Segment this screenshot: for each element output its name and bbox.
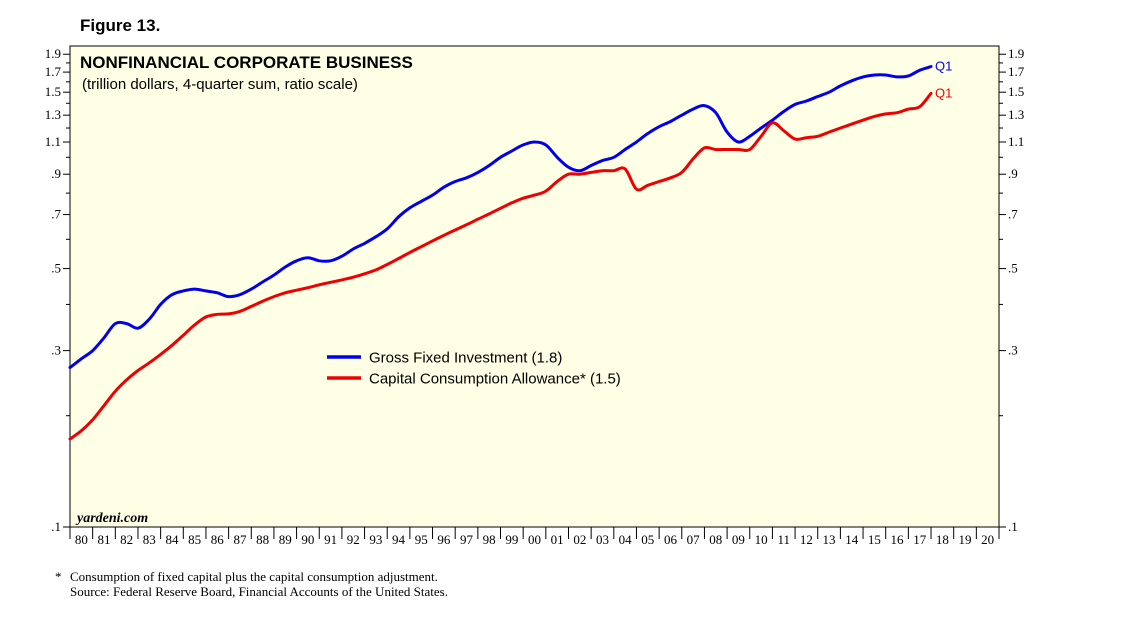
x-tick-label: 06 bbox=[664, 532, 678, 547]
x-tick-label: 83 bbox=[143, 532, 156, 547]
y-tick-label-right: 1.3 bbox=[1008, 107, 1024, 122]
x-tick-label: 20 bbox=[981, 532, 994, 547]
x-tick-label: 03 bbox=[596, 532, 609, 547]
x-tick-label: 95 bbox=[415, 532, 428, 547]
x-tick-label: 10 bbox=[755, 532, 768, 547]
x-tick-label: 90 bbox=[301, 532, 314, 547]
y-tick-label-left: .9 bbox=[51, 166, 61, 181]
x-tick-label: 16 bbox=[891, 532, 905, 547]
y-tick-label-left: .3 bbox=[51, 343, 61, 358]
y-tick-label-left: 1.1 bbox=[45, 134, 61, 149]
y-tick-label-right: .7 bbox=[1008, 207, 1018, 222]
figure-label: Figure 13. bbox=[80, 16, 161, 35]
x-tick-label: 88 bbox=[256, 532, 269, 547]
chart-title: NONFINANCIAL CORPORATE BUSINESS bbox=[80, 53, 413, 72]
x-tick-label: 07 bbox=[687, 532, 701, 547]
legend-label-capital-consumption-allowance: Capital Consumption Allowance* (1.5) bbox=[369, 371, 621, 388]
x-tick-label: 80 bbox=[75, 532, 88, 547]
x-tick-label: 13 bbox=[823, 532, 836, 547]
y-tick-label-left: 1.5 bbox=[45, 84, 61, 99]
x-tick-label: 00 bbox=[528, 532, 541, 547]
x-tick-label: 96 bbox=[437, 532, 451, 547]
y-tick-label-left: 1.9 bbox=[45, 46, 61, 61]
x-tick-label: 14 bbox=[845, 532, 859, 547]
series-end-label: Q1 bbox=[935, 59, 952, 74]
y-tick-label-right: .1 bbox=[1008, 519, 1018, 534]
x-tick-label: 81 bbox=[97, 532, 110, 547]
x-tick-label: 09 bbox=[732, 532, 745, 547]
x-tick-label: 01 bbox=[551, 532, 564, 547]
y-tick-label-left: .7 bbox=[51, 207, 61, 222]
x-tick-label: 18 bbox=[936, 532, 949, 547]
x-tick-label: 93 bbox=[369, 532, 382, 547]
x-tick-label: 82 bbox=[120, 532, 133, 547]
chart-subtitle: (trillion dollars, 4-quarter sum, ratio … bbox=[82, 76, 358, 93]
x-tick-label: 04 bbox=[619, 532, 633, 547]
footnote-line-1: Consumption of fixed capital plus the ca… bbox=[70, 569, 438, 584]
x-tick-label: 15 bbox=[868, 532, 881, 547]
x-tick-label: 85 bbox=[188, 532, 201, 547]
y-tick-label-right: .5 bbox=[1008, 261, 1018, 276]
legend-label-gross-fixed-investment: Gross Fixed Investment (1.8) bbox=[369, 350, 562, 367]
x-tick-label: 11 bbox=[777, 532, 790, 547]
footnote-marker: * bbox=[55, 569, 62, 584]
x-tick-label: 87 bbox=[233, 532, 247, 547]
watermark: yardeni.com bbox=[75, 511, 148, 526]
series-gross-fixed-investment bbox=[68, 65, 933, 369]
x-tick-label: 19 bbox=[959, 532, 972, 547]
x-tick-label: 84 bbox=[165, 532, 179, 547]
legend: Gross Fixed Investment (1.8) Capital Con… bbox=[327, 350, 621, 388]
footnote: * Consumption of fixed capital plus the c… bbox=[55, 569, 448, 599]
source-note: Source: Federal Reserve Board, Financial… bbox=[70, 584, 448, 599]
plot-area bbox=[69, 45, 1000, 528]
x-tick-label: 99 bbox=[505, 532, 518, 547]
x-tick-label: 97 bbox=[460, 532, 474, 547]
x-tick-label: 94 bbox=[392, 532, 406, 547]
x-tick-label: 12 bbox=[800, 532, 813, 547]
y-tick-label-left: 1.7 bbox=[45, 64, 62, 79]
y-tick-label-left: .5 bbox=[51, 261, 61, 276]
y-tick-label-right: 1.5 bbox=[1008, 84, 1024, 99]
axis-ticks: .1 .1 .3 .3 .5 .5 .7 .7 .9 .9 1.1 1.1 1.3 1.3 1.5 1.5 1.… bbox=[45, 46, 1025, 547]
y-tick-label-left: .1 bbox=[51, 519, 61, 534]
x-tick-label: 08 bbox=[709, 532, 722, 547]
series-layer: Q1 Q1 bbox=[68, 59, 952, 441]
x-tick-label: 92 bbox=[347, 532, 360, 547]
y-tick-label-right: 1.1 bbox=[1008, 134, 1024, 149]
series-end-label: Q1 bbox=[935, 85, 952, 100]
y-tick-label-right: 1.9 bbox=[1008, 46, 1024, 61]
y-tick-label-right: .9 bbox=[1008, 166, 1018, 181]
x-tick-label: 89 bbox=[279, 532, 292, 547]
x-tick-label: 02 bbox=[573, 532, 586, 547]
y-tick-label-left: 1.3 bbox=[45, 107, 61, 122]
series-capital-consumption-allowance bbox=[68, 91, 933, 441]
y-tick-label-right: 1.7 bbox=[1008, 64, 1025, 79]
x-tick-label: 98 bbox=[483, 532, 496, 547]
x-tick-label: 86 bbox=[211, 532, 225, 547]
x-tick-label: 05 bbox=[641, 532, 654, 547]
x-tick-label: 91 bbox=[324, 532, 337, 547]
x-tick-label: 17 bbox=[913, 532, 927, 547]
y-tick-label-right: .3 bbox=[1008, 343, 1018, 358]
